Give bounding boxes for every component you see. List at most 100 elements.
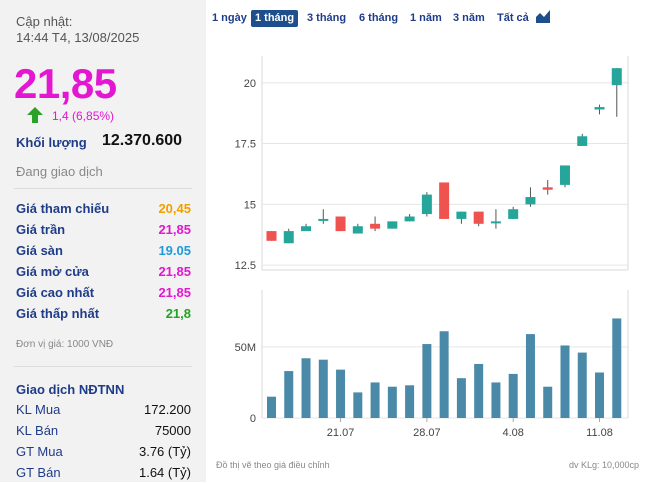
candle-body — [611, 68, 622, 86]
price-row-value: 20,45 — [158, 201, 191, 216]
volume-axis: 0 50M — [235, 342, 256, 425]
candle — [508, 206, 519, 219]
foreign-row-label: KL Mua — [16, 402, 61, 417]
trading-status: Đang giao dịch — [16, 164, 103, 179]
candle — [439, 182, 450, 219]
candle — [352, 223, 363, 234]
candle — [542, 180, 553, 195]
range-button[interactable]: 3 năm — [453, 12, 485, 24]
volume-unit: dv KLg: 10,000cp — [568, 460, 639, 470]
range-button[interactable]: 1 ngày — [212, 12, 247, 24]
date-axis: 21.07 28.07 4.08 11.08 — [327, 418, 613, 439]
foreign-row-label: KL Bán — [16, 423, 59, 438]
candle-body — [525, 197, 536, 205]
candle-body — [439, 182, 450, 219]
foreign-row-value: 75000 — [154, 423, 191, 438]
volume-bar — [577, 352, 587, 418]
candle — [611, 68, 622, 117]
foreign-row-value: 1.64 (Tỷ) — [138, 465, 191, 480]
volume-bar — [353, 392, 363, 418]
current-price: 21,85 — [14, 60, 117, 107]
volume-bar — [405, 385, 415, 418]
volume-bar — [508, 373, 518, 418]
price-axis: 12.5 15 17.5 20 — [235, 78, 256, 272]
price-row: Giá cao nhất 21,85 — [16, 285, 191, 303]
candle-body — [370, 223, 381, 229]
candle-body — [508, 209, 519, 219]
volume-bar — [387, 386, 397, 418]
price-row-value: 21,85 — [158, 222, 191, 237]
candle — [266, 231, 277, 241]
candle — [283, 228, 294, 244]
price-row: Giá mở cửa 21,85 — [16, 264, 191, 282]
volume-bar — [266, 396, 276, 418]
foreign-row: GT Mua 3.76 (Tỷ) — [16, 444, 191, 462]
range-button[interactable]: 1 tháng — [251, 10, 299, 27]
foreign-row: GT Bán 1.64 (Tỷ) — [16, 465, 191, 483]
candle — [456, 211, 467, 224]
candle — [473, 211, 484, 227]
candle — [301, 223, 312, 232]
candle-body — [335, 216, 346, 232]
area-chart-icon[interactable] — [535, 8, 551, 24]
divider — [14, 366, 192, 367]
price-row-label: Giá mở cửa — [16, 264, 89, 279]
chart-footnote: Đồ thị vẽ theo giá điều chỉnh — [216, 460, 330, 470]
candle-body — [266, 231, 277, 241]
x-tick-label: 28.07 — [413, 427, 441, 439]
candle-body — [559, 165, 570, 185]
candle-body — [577, 136, 588, 146]
range-button[interactable]: 1 năm — [410, 12, 442, 24]
update-time: 14:44 T4, 13/08/2025 — [16, 30, 140, 45]
range-button[interactable]: Tất cả — [497, 12, 529, 24]
volume-bar — [560, 345, 570, 418]
volume-bar — [318, 359, 328, 418]
candle — [525, 187, 536, 207]
price-row-value: 19.05 — [158, 243, 191, 258]
range-button[interactable]: 6 tháng — [359, 12, 399, 24]
price-row-value: 21,85 — [158, 285, 191, 300]
price-row: Giá trần 21,85 — [16, 222, 191, 240]
foreign-title: Giao dịch NĐTNN — [16, 382, 125, 397]
price-row-value: 21,8 — [165, 306, 191, 321]
volume-bar — [439, 331, 449, 418]
summary-panel: Cập nhật: 14:44 T4, 13/08/2025 21,85 1,4… — [0, 0, 206, 482]
candle — [559, 165, 570, 188]
volume-bar — [525, 334, 535, 418]
x-tick-label: 4.08 — [502, 427, 523, 439]
price-row-label: Giá thấp nhất — [16, 306, 100, 321]
y-tick-label: 15 — [244, 199, 256, 211]
candle — [577, 133, 588, 146]
foreign-row-label: GT Mua — [16, 444, 63, 459]
volume-value: 12.370.600 — [102, 132, 183, 149]
price-row-label: Giá sàn — [16, 243, 63, 258]
candle — [421, 192, 432, 217]
candle — [335, 216, 346, 232]
x-tick-label: 11.08 — [586, 427, 613, 439]
candle-body — [456, 211, 467, 219]
volume-label: Khối lượng — [16, 135, 87, 150]
candle — [490, 209, 501, 229]
foreign-row-value: 3.76 (Tỷ) — [138, 444, 191, 459]
unit-note: Đơn vị giá: 1000 VNĐ — [16, 339, 114, 350]
price-chart: 12.5 15 17.5 20 0 50M 21.07 28.07 4.08 11.08 — [235, 56, 629, 439]
candle — [594, 104, 605, 115]
foreign-row-value: 172.200 — [144, 402, 191, 417]
range-button[interactable]: 3 tháng — [307, 12, 347, 24]
candle-body — [318, 218, 329, 221]
candle-body — [473, 211, 484, 224]
volume-bar — [456, 378, 466, 418]
volume-bar — [370, 382, 380, 418]
price-row: Giá tham chiếu 20,45 — [16, 201, 191, 219]
volume-bar — [336, 369, 346, 418]
volume-bar — [422, 344, 432, 418]
price-row: Giá thấp nhất 21,8 — [16, 306, 191, 324]
candle — [387, 221, 398, 229]
candle-body — [421, 194, 432, 215]
volume-bar — [595, 372, 605, 418]
candles — [266, 68, 622, 244]
divider — [14, 188, 192, 189]
candle-body — [490, 221, 501, 224]
chart-grid — [261, 56, 629, 271]
price-row-label: Giá cao nhất — [16, 285, 95, 300]
